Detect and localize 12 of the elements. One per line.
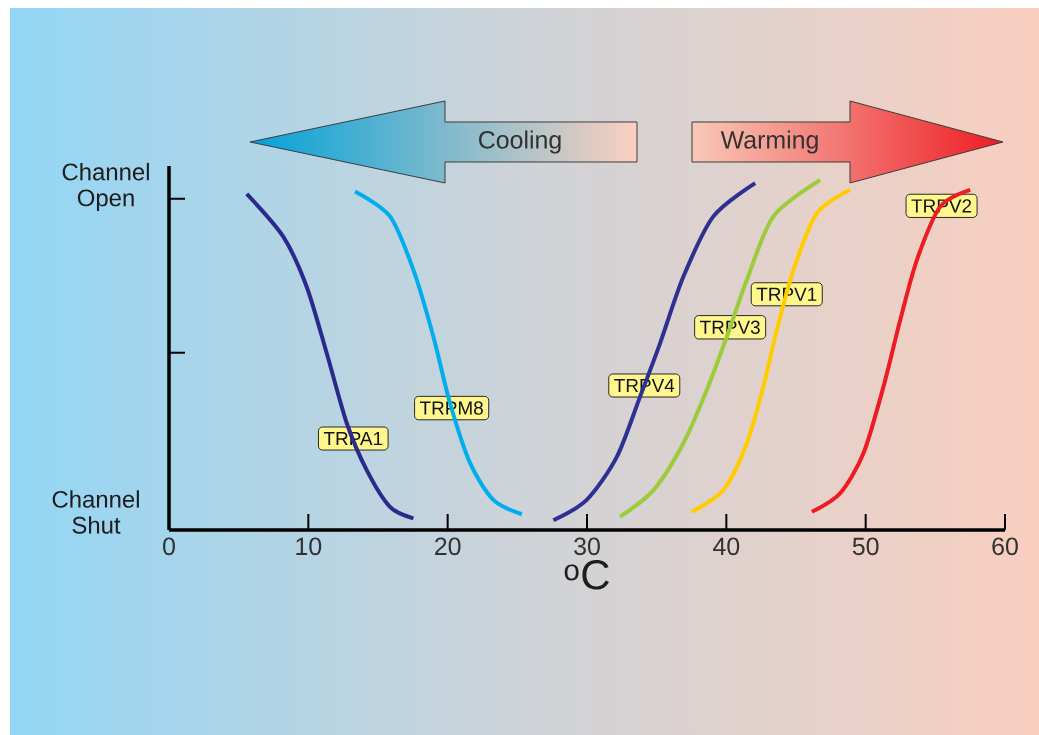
x-tick-label: 30 — [574, 537, 600, 556]
text: Channel Open — [62, 162, 149, 212]
x-tick-label: 0 — [163, 537, 175, 556]
x-tick-label: 50 — [852, 537, 879, 556]
x-tick-label: 60 — [992, 537, 1018, 556]
x-axis-title: $^{o}$C — [564, 559, 609, 590]
x-tick-label: 10 — [296, 537, 322, 556]
x-tick-label: 40 — [713, 537, 740, 556]
x-tick-label: 20 — [435, 537, 461, 556]
text: Channel Shut — [52, 490, 139, 534]
text: Cooling — [479, 130, 561, 154]
text: Warming — [720, 130, 818, 154]
